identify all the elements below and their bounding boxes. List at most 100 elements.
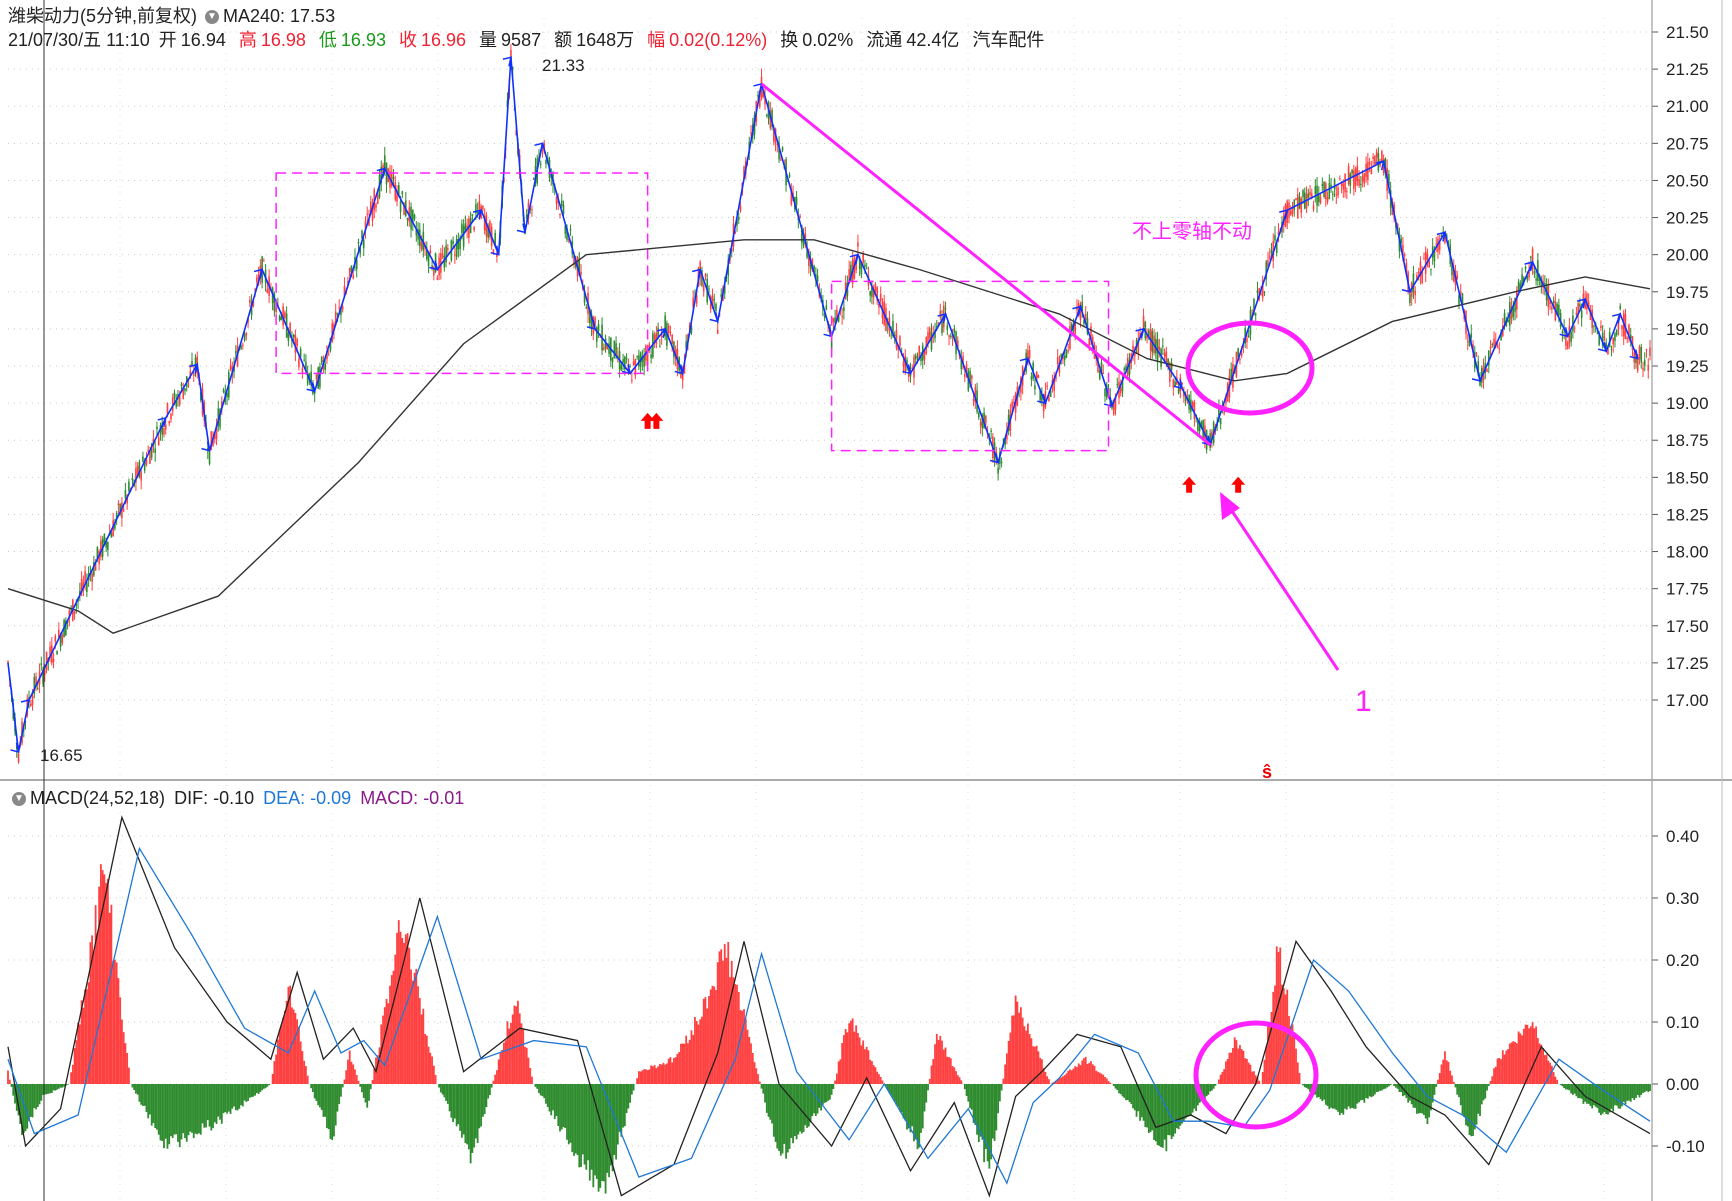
zero-axis-note: 不上零轴不动 [1132, 221, 1252, 243]
annotation-arrow-line [1226, 504, 1340, 671]
candle-body [1531, 248, 1534, 270]
zigzag-arrowhead [490, 245, 500, 256]
candle-body [801, 226, 803, 243]
candle-body [399, 201, 402, 212]
candle-body [1605, 342, 1607, 349]
candle-body [306, 373, 309, 384]
candle-body [140, 472, 142, 481]
candle-body [1498, 348, 1501, 350]
candle-body [359, 247, 362, 254]
candle-body [1561, 331, 1564, 333]
candle-body [40, 663, 43, 666]
price-tick-label: 21.50 [1666, 23, 1709, 42]
candle-body [110, 532, 113, 538]
candle-body [808, 251, 810, 266]
candle-body [1328, 183, 1331, 199]
candle-body [1573, 327, 1576, 329]
candle-body [1459, 291, 1462, 295]
candle-body [1055, 373, 1057, 380]
price-tick-label: 20.00 [1666, 246, 1709, 265]
candle-body [1551, 307, 1553, 310]
candle-body [1323, 181, 1325, 197]
candle-body [376, 195, 379, 204]
candle-body [121, 502, 123, 519]
candle-body [1030, 376, 1033, 380]
candle-body [1321, 184, 1324, 187]
amount-value: 1648万 [576, 30, 635, 50]
candle-body [871, 286, 873, 297]
candle-body [1381, 151, 1383, 163]
candle-body [590, 314, 593, 329]
candle-body [1635, 355, 1637, 364]
candle-body [1063, 355, 1066, 361]
candle-body [68, 610, 71, 619]
price-tick-label: 21.00 [1666, 97, 1709, 116]
candle-body [872, 289, 875, 298]
candle-body [96, 546, 99, 559]
candle-body [287, 332, 290, 341]
candle-body [539, 163, 542, 165]
candle-body [599, 336, 602, 338]
candle-body [1305, 193, 1308, 209]
candle-body [436, 277, 439, 280]
candle-body [1041, 394, 1043, 401]
candle-body [369, 201, 372, 215]
candle-body [594, 317, 596, 326]
candle-body [1023, 374, 1026, 376]
candle-body [1076, 306, 1078, 311]
candle-body [419, 229, 421, 247]
candle-body [156, 426, 158, 430]
candle-body [59, 635, 62, 647]
candle-body [362, 239, 365, 249]
candle-body [1619, 305, 1622, 310]
chevron-down-icon[interactable]: ▼ [205, 10, 219, 25]
candle-body [1510, 306, 1513, 319]
candle-body [583, 290, 586, 303]
highlight-ellipse-macd [1193, 1020, 1319, 1130]
candle-body [1296, 194, 1299, 218]
candle-body [275, 307, 277, 313]
candle-body [94, 561, 97, 571]
candle-body [1230, 368, 1232, 378]
candle-body [1428, 260, 1430, 267]
candle-body [86, 582, 88, 593]
candle-body [289, 323, 291, 337]
candle-body [716, 329, 719, 334]
candle-body [1523, 277, 1525, 282]
candle-body [1612, 337, 1614, 345]
price-tick-label: 18.25 [1666, 505, 1709, 524]
candle-body [1456, 275, 1459, 280]
candle-body [997, 467, 999, 474]
candle-body [1580, 310, 1583, 319]
chevron-down-icon[interactable]: ▼ [12, 792, 26, 807]
candle-body [1037, 375, 1040, 378]
candle-body [608, 343, 610, 354]
candle-body [1193, 402, 1196, 419]
candle-body [1197, 420, 1199, 431]
candle-body [643, 356, 645, 367]
candle-body [764, 96, 766, 105]
candle-body [853, 257, 856, 279]
buy-signal-arrow [649, 412, 664, 429]
candle-body [284, 312, 286, 319]
candle-body [620, 365, 623, 371]
candle-body [1265, 261, 1268, 280]
candle-body [329, 337, 332, 351]
candle-body [734, 231, 737, 234]
candle-body [462, 226, 465, 247]
candle-body [310, 371, 312, 386]
candle-body [1452, 267, 1455, 282]
candle-body [1647, 364, 1650, 371]
candle-body [683, 362, 686, 374]
candle-body [1349, 173, 1352, 186]
candle-body [1065, 350, 1068, 358]
candle-body [487, 225, 489, 238]
candle-body [1423, 258, 1425, 260]
candle-body [858, 257, 861, 269]
candle-body [559, 214, 561, 216]
candle-body [972, 399, 975, 402]
annotation-number: 1 [1355, 685, 1372, 718]
candle-body [222, 389, 225, 392]
candle-body [1628, 324, 1630, 339]
